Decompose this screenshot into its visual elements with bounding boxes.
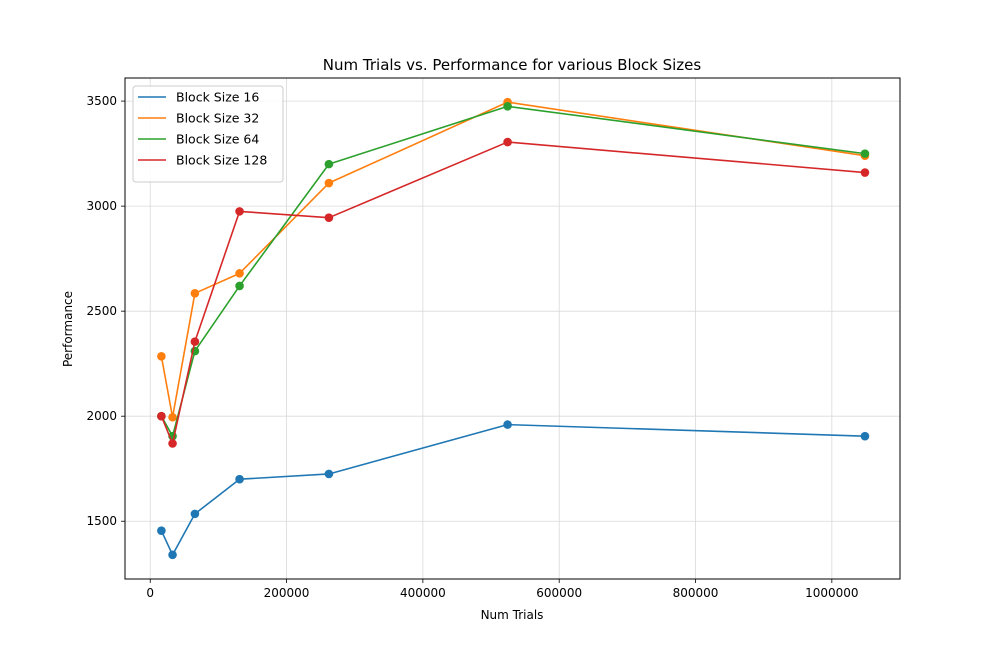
y-tick-label: 1500 bbox=[86, 514, 117, 528]
data-point bbox=[860, 149, 870, 158]
data-point bbox=[235, 474, 244, 484]
legend-label: Block Size 32 bbox=[176, 111, 259, 126]
data-point bbox=[168, 439, 177, 448]
x-tick-label: 600000 bbox=[536, 586, 582, 600]
series-lines bbox=[157, 97, 870, 560]
x-tick-label: 0 bbox=[146, 586, 154, 600]
data-point bbox=[503, 137, 512, 147]
data-point bbox=[168, 550, 177, 560]
y-tick-label: 2000 bbox=[86, 409, 117, 423]
data-point bbox=[324, 469, 334, 479]
data-point bbox=[157, 526, 166, 535]
data-point bbox=[190, 337, 200, 346]
series-line bbox=[160, 423, 865, 556]
chart-title: Num Trials vs. Performance for various B… bbox=[323, 56, 702, 74]
axis-ticks: 0 200000 400000 600000 800000 1000000 1500 2000… bbox=[86, 94, 858, 600]
series-block-size-128 bbox=[157, 137, 870, 448]
data-point bbox=[324, 213, 334, 222]
legend-label: Block Size 64 bbox=[176, 132, 259, 147]
y-tick-label: 3500 bbox=[86, 94, 117, 108]
data-point bbox=[860, 168, 870, 177]
data-point bbox=[324, 178, 334, 188]
data-point bbox=[190, 509, 200, 519]
data-point bbox=[503, 102, 512, 111]
x-tick-label: 200000 bbox=[264, 586, 310, 600]
x-axis-label: Num Trials bbox=[481, 608, 544, 622]
x-tick-label: 1000000 bbox=[805, 586, 858, 600]
y-tick-label: 3000 bbox=[86, 199, 117, 213]
data-point bbox=[860, 431, 870, 441]
data-point bbox=[324, 159, 334, 169]
data-point bbox=[235, 269, 244, 278]
data-point bbox=[168, 412, 177, 422]
legend: Block Size 16 Block Size 32 Block Size 64 B… bbox=[132, 85, 284, 183]
y-tick-label: 2500 bbox=[86, 304, 117, 318]
plot-area-frame bbox=[124, 77, 901, 580]
data-point bbox=[503, 420, 512, 429]
data-point bbox=[235, 281, 244, 291]
data-point bbox=[235, 207, 244, 216]
series-line bbox=[160, 141, 866, 445]
data-point bbox=[190, 289, 200, 298]
legend-box bbox=[132, 85, 284, 183]
data-point bbox=[157, 352, 166, 361]
x-tick-label: 800000 bbox=[673, 586, 719, 600]
series-block-size-16 bbox=[157, 420, 870, 560]
x-tick-label: 400000 bbox=[400, 586, 446, 600]
legend-label: Block Size 128 bbox=[176, 153, 267, 168]
data-point bbox=[157, 411, 166, 421]
y-axis-label: Performance bbox=[61, 291, 75, 367]
legend-label: Block Size 16 bbox=[176, 90, 259, 105]
